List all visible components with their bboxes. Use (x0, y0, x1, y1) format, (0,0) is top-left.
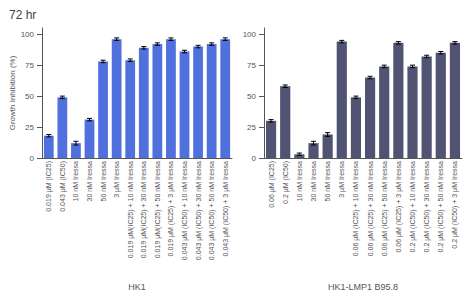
svg-text:0.043 μM (IC50): 0.043 μM (IC50) (59, 161, 67, 212)
svg-text:0.043 μM (IC50) + 10 nM Iressa: 0.043 μM (IC50) + 10 nM Iressa (181, 161, 189, 260)
svg-text:50 nM Iressa: 50 nM Iressa (324, 161, 331, 202)
svg-text:Growth Inhibition (%): Growth Inhibition (%) (8, 55, 17, 130)
svg-text:HK1: HK1 (128, 282, 146, 292)
svg-text:0.2 μM (IC50) + 10 nM Iressa: 0.2 μM (IC50) + 10 nM Iressa (409, 161, 417, 252)
svg-text:0.2 μM (IC50) + 3 μM Iressa: 0.2 μM (IC50) + 3 μM Iressa (451, 161, 459, 249)
svg-text:0.06 μM (IC25) + 10 nM Iressa: 0.06 μM (IC25) + 10 nM Iressa (352, 161, 360, 256)
svg-text:0.06 μM (IC25) + 50 nM Iressa: 0.06 μM (IC25) + 50 nM Iressa (381, 161, 389, 256)
svg-text:0: 0 (30, 154, 35, 163)
svg-text:0.019 μM(IC25) + 30 nM Iressa: 0.019 μM(IC25) + 30 nM Iressa (140, 161, 148, 258)
svg-text:3 μM Iressa: 3 μM Iressa (338, 161, 346, 198)
svg-text:0.019 μM (IC25): 0.019 μM (IC25) (45, 161, 53, 212)
svg-text:0.06 μM (IC25): 0.06 μM (IC25) (268, 161, 276, 208)
svg-text:0.06 μM (IC25) + 30 nM Iressa: 0.06 μM (IC25) + 30 nM Iressa (367, 161, 375, 256)
svg-text:100: 100 (21, 30, 35, 39)
svg-text:0.2 μM (IC50) + 30 nM Iressa: 0.2 μM (IC50) + 30 nM Iressa (423, 161, 431, 252)
svg-text:0.043 μM (IC50) + 3 μM Iressa: 0.043 μM (IC50) + 3 μM Iressa (222, 161, 230, 257)
svg-text:100: 100 (243, 30, 257, 39)
svg-text:50 nM Iressa: 50 nM Iressa (100, 161, 107, 202)
svg-text:30 nM Iressa: 30 nM Iressa (86, 161, 93, 202)
svg-text:0.019 μM(IC25) + 50 nM Iressa: 0.019 μM(IC25) + 50 nM Iressa (154, 161, 162, 258)
svg-text:25: 25 (25, 123, 34, 132)
svg-text:25: 25 (247, 123, 256, 132)
svg-text:30 nM Iressa: 30 nM Iressa (310, 161, 317, 202)
svg-text:0.043 μM (IC50) + 30 nM Iressa: 0.043 μM (IC50) + 30 nM Iressa (195, 161, 203, 260)
svg-text:0.019 μM(IC25) + 10 nM Iressa: 0.019 μM(IC25) + 10 nM Iressa (127, 161, 135, 258)
svg-text:HK1-LMP1 B95.8: HK1-LMP1 B95.8 (328, 282, 398, 292)
svg-text:0.019 μM (IC25) + 3 μM Iressa: 0.019 μM (IC25) + 3 μM Iressa (167, 161, 175, 257)
svg-text:75: 75 (25, 61, 34, 70)
svg-text:0.043 μM (IC50) + 50 nM Iressa: 0.043 μM (IC50) + 50 nM Iressa (208, 161, 216, 260)
svg-text:10 nM Iressa: 10 nM Iressa (296, 161, 303, 202)
svg-text:0.2 μM (IC50) + 50 nM Iressa: 0.2 μM (IC50) + 50 nM Iressa (437, 161, 445, 252)
svg-text:0: 0 (252, 154, 257, 163)
svg-text:50: 50 (25, 92, 34, 101)
svg-text:50: 50 (247, 92, 256, 101)
svg-text:3 μM Iressa: 3 μM Iressa (113, 161, 121, 198)
svg-text:0.06 μM (IC25) + 3 μM Iressa: 0.06 μM (IC25) + 3 μM Iressa (395, 161, 403, 253)
svg-text:0.2 μM (IC50): 0.2 μM (IC50) (282, 161, 290, 204)
svg-text:10 nM Iressa: 10 nM Iressa (72, 161, 79, 202)
svg-text:75: 75 (247, 61, 256, 70)
svg-text:72 hr: 72 hr (9, 8, 36, 22)
